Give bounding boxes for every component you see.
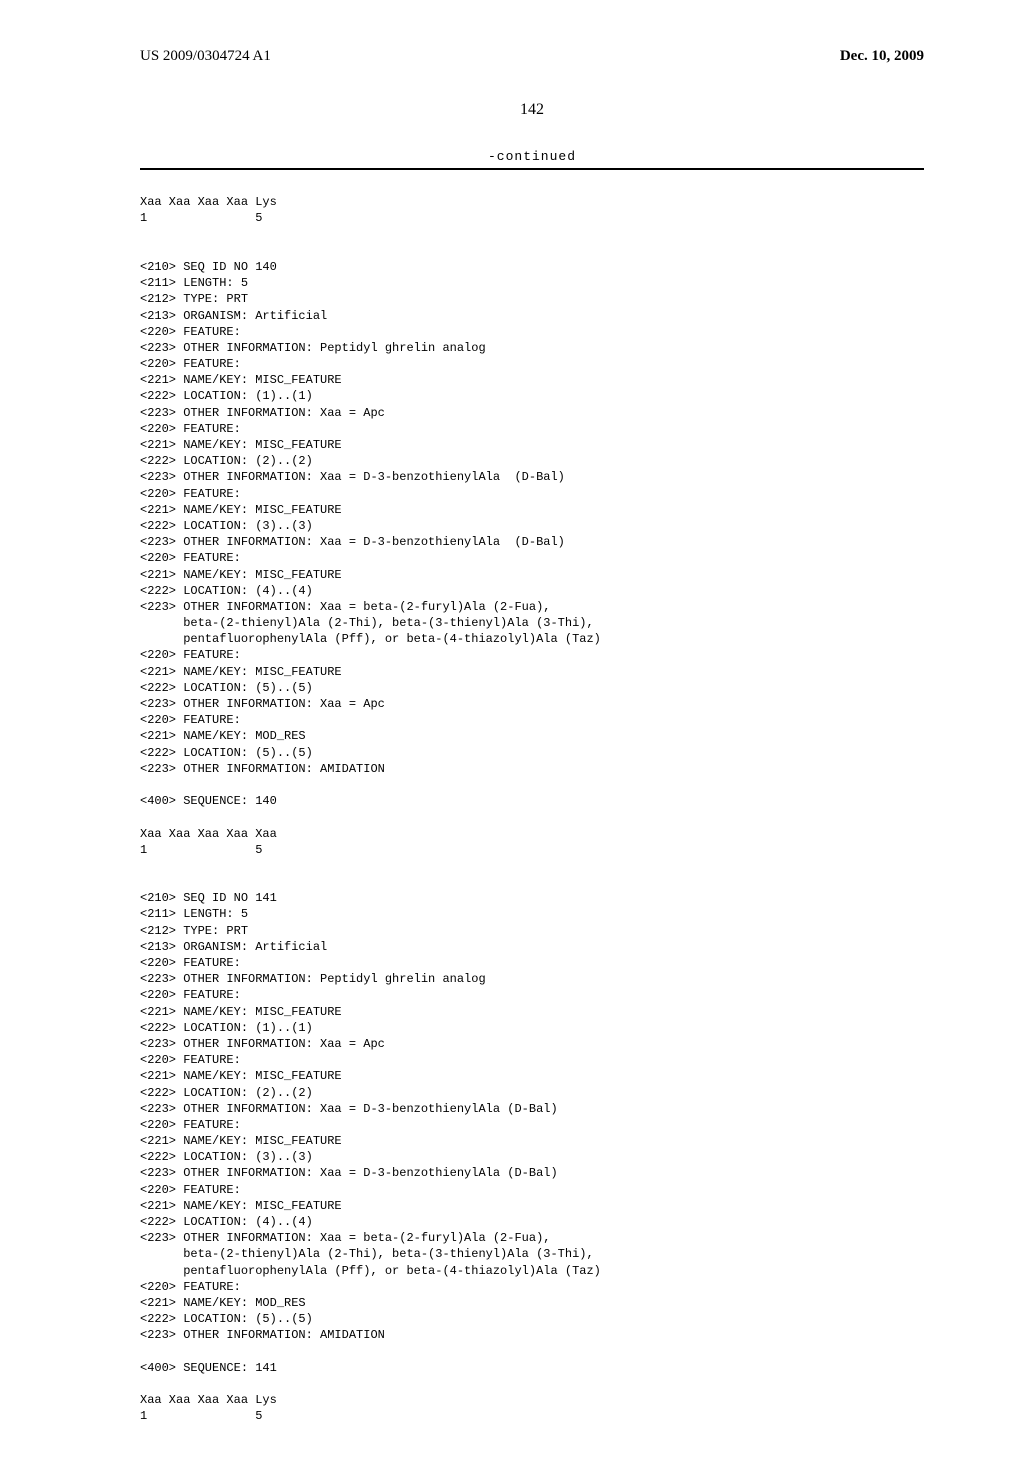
seq140-line: <222> LOCATION: (5)..(5)	[140, 681, 313, 695]
seq140-line: <223> OTHER INFORMATION: AMIDATION	[140, 762, 385, 776]
seq140-line: <223> OTHER INFORMATION: Peptidyl ghreli…	[140, 341, 486, 355]
sequence-listing: Xaa Xaa Xaa Xaa Lys 1 5 <210> SEQ ID NO …	[140, 178, 924, 1424]
seq140-line: beta-(2-thienyl)Ala (2-Thi), beta-(3-thi…	[140, 616, 594, 630]
seq140-line: <223> OTHER INFORMATION: Xaa = Apc	[140, 697, 385, 711]
seq140-line: <220> FEATURE:	[140, 648, 241, 662]
seq141-seq-line: Xaa Xaa Xaa Xaa Lys	[140, 1393, 277, 1407]
seq140-line: <223> OTHER INFORMATION: Xaa = D-3-benzo…	[140, 470, 565, 484]
seq140-line: <222> LOCATION: (5)..(5)	[140, 746, 313, 760]
seq140-line: <222> LOCATION: (2)..(2)	[140, 454, 313, 468]
seq141-line: <222> LOCATION: (5)..(5)	[140, 1312, 313, 1326]
seq141-line: <220> FEATURE:	[140, 1118, 241, 1132]
seq140-line: <223> OTHER INFORMATION: Xaa = beta-(2-f…	[140, 600, 550, 614]
seq141-line: <220> FEATURE:	[140, 1280, 241, 1294]
seq140-line: pentafluorophenylAla (Pff), or beta-(4-t…	[140, 632, 601, 646]
seq140-idx-line: 1 5	[140, 843, 262, 857]
seq140-seq-line: Xaa Xaa Xaa Xaa Xaa	[140, 827, 277, 841]
seq140-line: <220> FEATURE:	[140, 487, 241, 501]
seq140-line: <223> OTHER INFORMATION: Xaa = D-3-benzo…	[140, 535, 565, 549]
seq141-idx-line: 1 5	[140, 1409, 262, 1423]
seq140-line: <220> FEATURE:	[140, 325, 241, 339]
seq141-line: <222> LOCATION: (3)..(3)	[140, 1150, 313, 1164]
seq141-line: pentafluorophenylAla (Pff), or beta-(4-t…	[140, 1264, 601, 1278]
seq140-seq-header: <400> SEQUENCE: 140	[140, 794, 277, 808]
seq140-line: <212> TYPE: PRT	[140, 292, 248, 306]
seq141-line: <223> OTHER INFORMATION: Xaa = D-3-benzo…	[140, 1166, 558, 1180]
seq141-line: <221> NAME/KEY: MISC_FEATURE	[140, 1134, 342, 1148]
seq141-line: <220> FEATURE:	[140, 1183, 241, 1197]
seq140-line: <221> NAME/KEY: MISC_FEATURE	[140, 568, 342, 582]
page-number: 142	[140, 101, 924, 119]
seq140-line: <221> NAME/KEY: MISC_FEATURE	[140, 665, 342, 679]
seq141-line: <211> LENGTH: 5	[140, 907, 248, 921]
seq141-line: <223> OTHER INFORMATION: Peptidyl ghreli…	[140, 972, 486, 986]
seq140-line: <223> OTHER INFORMATION: Xaa = Apc	[140, 406, 385, 420]
seq140-line: <221> NAME/KEY: MISC_FEATURE	[140, 438, 342, 452]
seq141-line: <221> NAME/KEY: MISC_FEATURE	[140, 1199, 342, 1213]
seq140-line: <221> NAME/KEY: MOD_RES	[140, 729, 306, 743]
seq140-line: <221> NAME/KEY: MISC_FEATURE	[140, 373, 342, 387]
seq141-seq-header: <400> SEQUENCE: 141	[140, 1361, 277, 1375]
seq140-line: <220> FEATURE:	[140, 357, 241, 371]
publication-number: US 2009/0304724 A1	[140, 48, 271, 65]
seq141-line: <223> OTHER INFORMATION: Xaa = D-3-benzo…	[140, 1102, 558, 1116]
seq141-line: <223> OTHER INFORMATION: Xaa = Apc	[140, 1037, 385, 1051]
seq141-line: <210> SEQ ID NO 141	[140, 891, 277, 905]
seq140-line: <220> FEATURE:	[140, 422, 241, 436]
seq141-line: <220> FEATURE:	[140, 956, 241, 970]
seq141-line: <222> LOCATION: (4)..(4)	[140, 1215, 313, 1229]
seq140-line: <213> ORGANISM: Artificial	[140, 309, 327, 323]
seq140-line: <220> FEATURE:	[140, 551, 241, 565]
seq141-line: <220> FEATURE:	[140, 988, 241, 1002]
seq141-line: <221> NAME/KEY: MOD_RES	[140, 1296, 306, 1310]
seq140-line: <210> SEQ ID NO 140	[140, 260, 277, 274]
seq141-line: <220> FEATURE:	[140, 1053, 241, 1067]
seq140-line: <222> LOCATION: (1)..(1)	[140, 389, 313, 403]
prelude-idx-line: 1 5	[140, 211, 262, 225]
seq141-line: <213> ORGANISM: Artificial	[140, 940, 327, 954]
seq140-line: <220> FEATURE:	[140, 713, 241, 727]
seq141-line: <221> NAME/KEY: MISC_FEATURE	[140, 1069, 342, 1083]
seq140-line: <222> LOCATION: (3)..(3)	[140, 519, 313, 533]
seq141-line: <222> LOCATION: (2)..(2)	[140, 1086, 313, 1100]
seq140-line: <211> LENGTH: 5	[140, 276, 248, 290]
seq141-line: <222> LOCATION: (1)..(1)	[140, 1021, 313, 1035]
seq140-line: <221> NAME/KEY: MISC_FEATURE	[140, 503, 342, 517]
top-rule	[140, 168, 924, 170]
page-header: US 2009/0304724 A1 Dec. 10, 2009	[140, 48, 924, 65]
prelude-seq-line: Xaa Xaa Xaa Xaa Lys	[140, 195, 277, 209]
seq141-line: <221> NAME/KEY: MISC_FEATURE	[140, 1005, 342, 1019]
seq141-line: beta-(2-thienyl)Ala (2-Thi), beta-(3-thi…	[140, 1247, 594, 1261]
seq141-line: <212> TYPE: PRT	[140, 924, 248, 938]
continued-label: -continued	[140, 149, 924, 164]
seq141-line: <223> OTHER INFORMATION: Xaa = beta-(2-f…	[140, 1231, 550, 1245]
seq140-line: <222> LOCATION: (4)..(4)	[140, 584, 313, 598]
publication-date: Dec. 10, 2009	[840, 48, 924, 65]
seq141-line: <223> OTHER INFORMATION: AMIDATION	[140, 1328, 385, 1342]
